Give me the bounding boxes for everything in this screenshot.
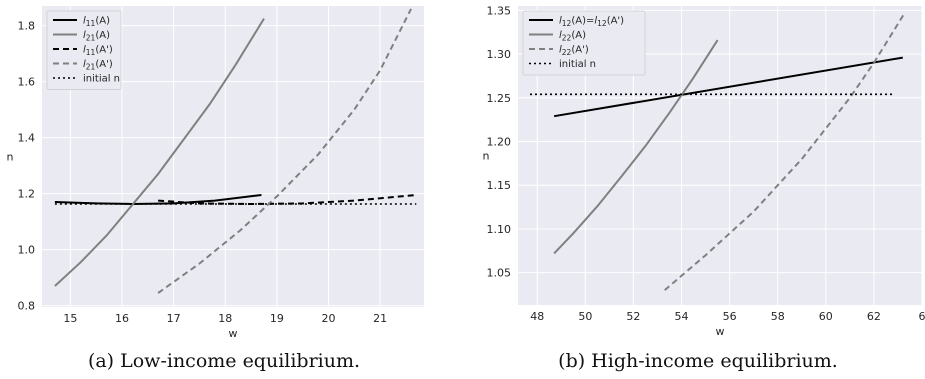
panel-a-y-axis-label: n <box>7 151 14 164</box>
panel-b-x-tick-label: 50 <box>578 310 592 323</box>
panel-a-x-tick-label: 17 <box>167 312 181 325</box>
panel-a-x-axis-label: w <box>229 327 238 340</box>
legend-text-subscript: 11 <box>86 48 96 57</box>
panel-a-x-tick-label: 16 <box>115 312 129 325</box>
panel-a-x-tick-label: 18 <box>218 312 232 325</box>
panel-b-y-tick-label: 1.05 <box>487 267 512 280</box>
panel-a-legend-label-2: l21(A) <box>83 30 110 43</box>
legend-text-suffix: (A') <box>95 59 112 70</box>
legend-text-subscript: 22 <box>562 34 572 43</box>
panel-b-y-tick-label: 1.35 <box>487 4 512 17</box>
panel-b-legend-label-3: l22(A') <box>559 45 589 58</box>
panel-b-x-tick-label: 62 <box>867 310 881 323</box>
panel-b-y-tick-label: 1.20 <box>487 136 512 149</box>
panel-a-series-line-3 <box>158 194 417 206</box>
panel-b-y-tick-label: 1.25 <box>487 92 512 105</box>
panel-a-x-tick-label: 20 <box>322 312 336 325</box>
panel-b-legend-label-2: l22(A) <box>559 30 586 43</box>
panel-b-chart: 48 50 52 54 56 58 60 62 6 1.05 1.10 1.15 1.20 1.25 1.3… <box>483 4 925 338</box>
legend-text-subscript: 21 <box>86 63 96 72</box>
panel-b-x-tick-label: 54 <box>675 310 689 323</box>
panel-b-series-line-3 <box>664 11 907 291</box>
panel-b-y-axis-label: n <box>483 150 490 163</box>
panel-b-x-tick-label: 6 <box>919 310 925 323</box>
legend-text-suffix: (A) <box>95 30 110 41</box>
legend-text-main: l <box>83 59 86 70</box>
legend-text-subscript: 11 <box>86 19 96 28</box>
legend-text-suffix: (A) <box>571 30 586 41</box>
panel-a-y-tick-label: 1.2 <box>18 188 36 201</box>
legend-text-main: l <box>83 16 86 27</box>
panel-a-x-tick-label: 19 <box>270 312 284 325</box>
legend-text-suffix: (A') <box>607 16 624 27</box>
panel-a-legend-label-4: l21(A') <box>83 59 113 72</box>
panel-b-y-tick-label: 1.30 <box>487 48 512 61</box>
legend-text-main: l <box>83 45 86 56</box>
panel-a-y-tick-label: 1.0 <box>18 244 36 257</box>
legend-text-main: l <box>594 16 597 27</box>
panel-b-x-tick-label: 58 <box>771 310 785 323</box>
panel-b-x-tick-label: 56 <box>723 310 737 323</box>
panel-b-legend-box <box>522 10 646 76</box>
legend-text-main: l <box>559 30 562 41</box>
legend-text-subscript: 22 <box>562 48 572 57</box>
legend-text-suffix: (A)= <box>571 16 594 27</box>
legend-text-main: initial n <box>83 74 120 85</box>
panel-a-caption: (a) Low-income equilibrium. <box>88 350 360 372</box>
panel-b-x-tick-label: 48 <box>530 310 544 323</box>
panel-a-x-tick-label: 21 <box>373 312 387 325</box>
panel-b-x-tick-label: 52 <box>626 310 640 323</box>
panel-a-series-line-1 <box>54 194 262 206</box>
legend-text-main: l <box>559 16 562 27</box>
panel-a-legend-box <box>46 10 122 90</box>
panel-b-series-line-2 <box>553 39 719 255</box>
panel-a-legend-label-3: l11(A') <box>83 45 113 58</box>
panel-b-legend-label-1: l12(A)=l12(A') <box>559 16 624 29</box>
legend-text-main: l <box>559 45 562 56</box>
legend-text-suffix: (A') <box>95 45 112 56</box>
panel-b-series-line-1 <box>553 56 903 118</box>
legend-text-suffix: (A') <box>571 45 588 56</box>
panel-a-chart: 15 16 17 18 19 20 210.81.01.21.41.61.8wnl11(A)… <box>7 6 424 340</box>
panel-a-y-tick-label: 1.4 <box>18 132 36 145</box>
panel-a-y-tick-label: 0.8 <box>18 300 36 313</box>
panel-a-legend-label-1: l11(A) <box>83 16 110 29</box>
panel-b-x-tick-label: 60 <box>819 310 833 323</box>
legend-text-subscript: 21 <box>86 34 96 43</box>
legend-text-subscript: 12 <box>562 19 572 28</box>
panel-a-series-line-4 <box>157 8 412 294</box>
panel-b-x-axis-label: w <box>716 325 725 338</box>
panel-a-x-tick-label: 15 <box>63 312 77 325</box>
panel-b-caption: (b) High-income equilibrium. <box>558 350 838 372</box>
panel-a-series-line-2 <box>54 18 265 287</box>
legend-text-suffix: (A) <box>95 16 110 27</box>
legend-text-main: l <box>83 30 86 41</box>
panel-b-y-tick-label: 1.10 <box>487 223 512 236</box>
panel-b-y-tick-label: 1.15 <box>487 179 512 192</box>
panel-a-y-tick-label: 1.8 <box>18 20 36 33</box>
legend-text-main: initial n <box>559 59 596 70</box>
legend-text-subscript: 12 <box>597 19 607 28</box>
panel-a-legend-label-5: initial n <box>83 74 120 85</box>
panel-b-legend-label-4: initial n <box>559 59 596 70</box>
panel-a-y-tick-label: 1.6 <box>18 76 36 89</box>
